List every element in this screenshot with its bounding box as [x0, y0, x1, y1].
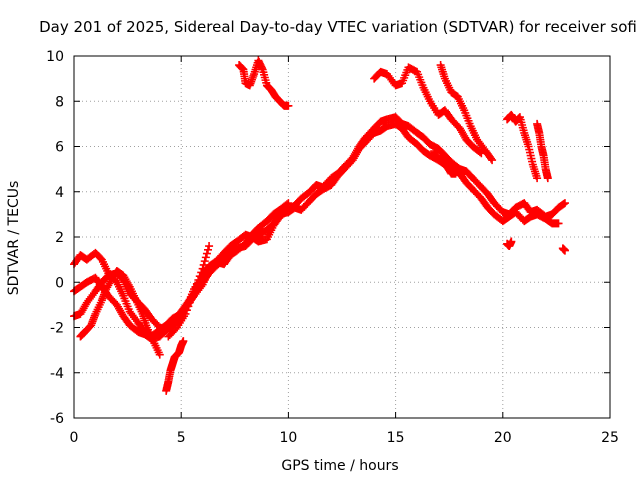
y-tick-label: 6: [55, 140, 64, 156]
data-point: [155, 350, 164, 359]
series-trace-m: [503, 237, 516, 251]
data-point: [179, 337, 188, 346]
y-tick-label: 2: [55, 230, 64, 246]
data-point: [202, 249, 211, 258]
x-tick-label: 0: [70, 430, 79, 446]
data-point: [284, 101, 293, 110]
x-tick-label: 5: [177, 430, 186, 446]
series-trace-l: [533, 119, 552, 183]
data-point: [451, 169, 460, 178]
data-point: [181, 309, 190, 318]
x-tick-label: 10: [279, 430, 297, 446]
x-axis-ticks: 0 5 10 15 20 25: [70, 56, 619, 446]
y-tick-label: 4: [55, 185, 64, 201]
y-tick-label: 8: [55, 94, 64, 110]
x-tick-label: 15: [387, 430, 405, 446]
data-point: [182, 306, 191, 315]
data-point: [284, 199, 293, 208]
y-tick-label: -2: [50, 321, 64, 337]
data-point: [488, 156, 497, 165]
data-point: [192, 279, 201, 288]
data-point: [543, 174, 552, 183]
series-trace-k: [503, 110, 542, 183]
data-point: [194, 275, 203, 284]
y-tick-label: -6: [50, 411, 64, 427]
grid-lines: [74, 56, 610, 418]
y-axis-ticks: -6 -4 -2 0 2 4 6 8 10: [46, 49, 610, 427]
series-trace-n: [558, 244, 569, 255]
y-tick-label: 10: [46, 49, 64, 65]
data-point: [188, 291, 197, 300]
series-trace-j: [430, 147, 460, 178]
data-point: [475, 148, 484, 157]
data-point: [197, 268, 206, 277]
data-point: [282, 200, 291, 209]
data-point: [560, 246, 569, 255]
series-trace-f: [164, 242, 214, 341]
data-point: [191, 283, 200, 292]
data-point: [190, 287, 199, 296]
x-tick-label: 20: [494, 430, 512, 446]
data-point: [507, 237, 516, 246]
y-tick-label: 0: [55, 275, 64, 291]
data-point: [201, 253, 210, 262]
chart-title: Day 201 of 2025, Sidereal Day-to-day VTE…: [39, 18, 637, 36]
data-point: [205, 242, 214, 251]
data-point: [560, 199, 569, 208]
data-point: [204, 245, 212, 254]
series-trace-g: [235, 56, 293, 110]
data-points: [70, 56, 569, 395]
data-point: [185, 298, 194, 307]
data-point: [200, 257, 209, 266]
x-tick-label: 25: [601, 430, 619, 446]
data-point: [198, 264, 207, 273]
data-point: [487, 154, 496, 163]
series-trace-d: [76, 266, 164, 359]
data-point: [554, 219, 563, 228]
data-point: [199, 260, 208, 269]
x-axis-label: GPS time / hours: [281, 458, 398, 474]
y-tick-label: -4: [50, 366, 64, 382]
data-point: [187, 294, 196, 303]
data-point: [184, 302, 193, 311]
series-trace-i: [436, 61, 497, 165]
y-axis-label: SDTVAR / TECUs: [6, 181, 22, 296]
data-point: [195, 272, 204, 281]
series-trace-e: [162, 337, 188, 395]
data-point: [533, 174, 542, 183]
series-trace-h: [370, 63, 486, 158]
